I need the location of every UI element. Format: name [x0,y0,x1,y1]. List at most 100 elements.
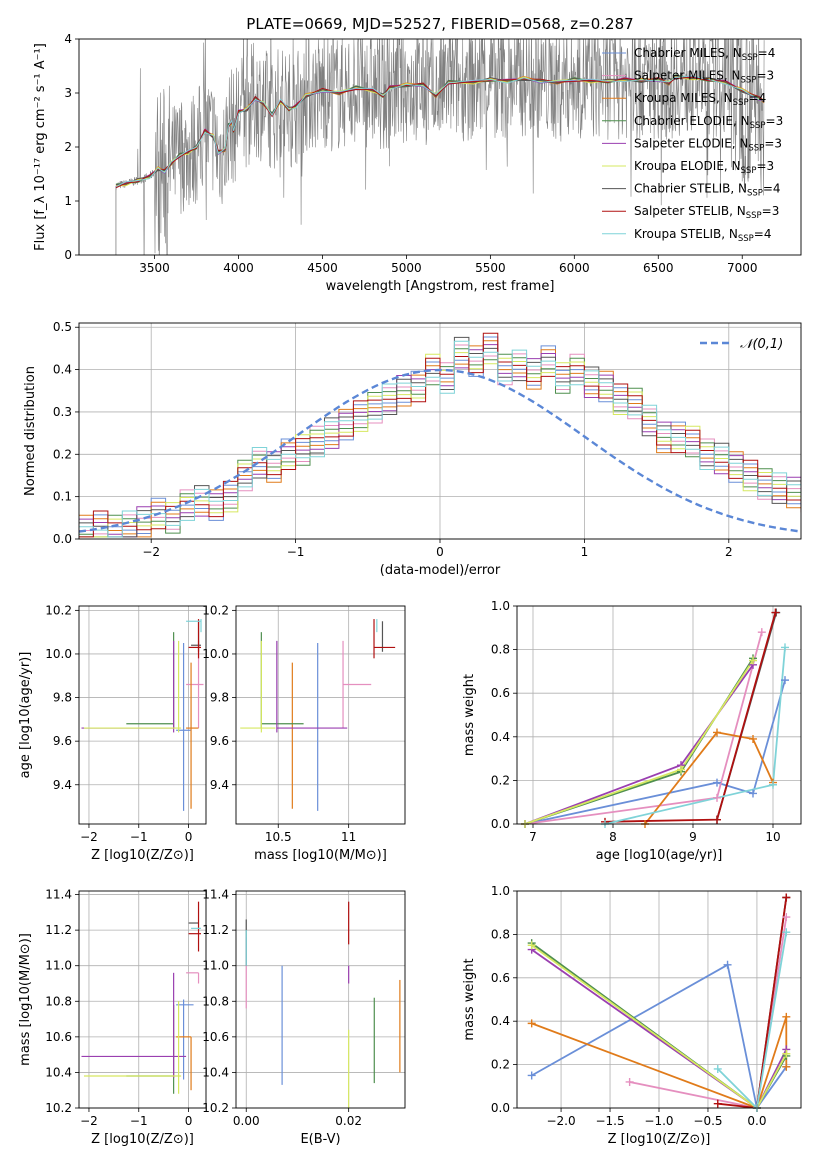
y-tick-label: 0.2 [53,447,72,461]
legend-entry: Kroupa STELIB, NSSP=4 [634,227,772,244]
y-tick-label: 4 [64,32,72,46]
y-axis-label: mass weight [462,674,477,756]
gaussian-curve [79,368,801,533]
plot-area [81,901,202,1094]
weight-marker [723,960,732,969]
figure-title: PLATE=0669, MJD=52527, FIBERID=0568, z=0… [246,15,633,33]
y-tick-label: 0.6 [491,971,510,985]
legend-sub: SSP [741,76,757,86]
x-tick-label: 0.02 [335,1114,362,1128]
y-tick-label: 0.4 [53,363,72,377]
axes-frame [516,605,802,825]
y-tick-label: 10.2 [202,603,229,617]
axes-frame [78,322,802,540]
y-tick-label: 10.6 [45,1030,72,1044]
legend-entry: Salpeter MILES, NSSP=3 [634,69,774,86]
x-axis-label: Z [log10(Z/Z⊙)] [91,1132,194,1147]
y-tick-label: 2 [64,140,72,154]
x-tick-label: 0.00 [233,1114,260,1128]
y-tick-label: 11.2 [45,923,72,937]
weight-marker [749,789,757,798]
weight-marker [782,1062,791,1071]
y-tick-label: 3 [64,86,72,100]
histogram-step [79,340,801,538]
x-axis-label: age [log10(age/yr)] [596,848,723,863]
data-spectrum-line [115,39,765,255]
axes-frame [78,890,207,1109]
weight-marker [713,1064,722,1073]
legend-entry: 𝒩(0,1) [740,337,783,352]
legend-suffix: =3 [762,204,780,218]
weight-marker [713,815,721,824]
weight-series-line [531,948,788,1108]
weight-marker [713,793,721,802]
y-tick-label: 0.0 [53,532,72,546]
x-tick-label: −1 [130,1114,148,1128]
y-tick-label: 0.5 [53,320,72,334]
y-tick-label: 10.8 [202,994,229,1008]
weight-marker [769,780,777,789]
y-tick-label: 9.4 [210,778,229,792]
y-tick-label: 11.4 [45,888,72,902]
y-tick-label: 11.4 [202,888,229,902]
weight-marker [757,628,766,637]
weight-marker [782,913,791,922]
x-tick-label: 11 [341,830,356,844]
x-tick-label: 5000 [391,261,422,275]
plot-area [79,332,801,538]
y-tick-label: 10.4 [202,1065,229,1079]
y-tick-label: 0.4 [491,730,510,744]
x-tick-label: 0.0 [747,1114,766,1128]
x-tick-label: −2.0 [546,1114,575,1128]
axes-frame [78,38,802,256]
plot-area [531,897,788,1108]
x-tick-label: 9 [689,830,697,844]
mass-weight-vs-Z-panel: −2.0 −1.5 −1.0 −0.5 0.0 0.0 0.2 0.4 0.6 0.8 1.0 Z [… [462,884,802,1147]
weight-series-line [629,916,788,1108]
x-tick-label: 3500 [139,261,170,275]
x-tick-label: 0 [185,1114,193,1128]
residuals-panel: −2 −1 0 1 2 0.0 0.1 0.2 0.3 0.4 0.5 (data-model)/er… [23,320,802,578]
y-tick-label: 0.1 [53,490,72,504]
x-tick-label: 7000 [727,261,758,275]
x-tick-label: 7 [529,830,537,844]
y-tick-label: 0.2 [491,1058,510,1072]
axes-frame [78,605,207,825]
x-tick-label: −0.5 [693,1114,722,1128]
weight-marker [527,941,536,950]
y-axis-label: Flux [f_λ 10⁻¹⁷ erg cm⁻² s⁻¹ A⁻¹] [33,43,48,251]
weight-marker [782,1049,791,1058]
y-tick-label: 0.2 [491,773,510,787]
y-tick-label: 0.0 [491,1101,510,1115]
y-tick-label: 10.2 [45,1101,72,1115]
y-tick-label: 10.2 [202,1101,229,1115]
x-tick-label: 0 [436,545,444,559]
plot-area [245,901,401,1108]
weight-marker [527,1071,536,1080]
weight-series-line [717,897,788,1108]
y-tick-label: 10.4 [45,1065,72,1079]
legend-suffix: =4 [749,91,767,105]
weight-marker [749,656,757,665]
x-tick-label: −1.0 [644,1114,673,1128]
axes-frame [516,890,802,1109]
y-tick-label: 0.8 [491,643,510,657]
weight-marker [782,893,791,902]
axes-frame [235,890,406,1109]
plot-area [524,612,786,824]
y-tick-label: 0.6 [491,686,510,700]
weight-marker [713,778,721,787]
legend-entry: Kroupa ELODIE, NSSP=3 [634,159,774,176]
x-tick-label: 6500 [643,261,674,275]
y-tick-label: 0.4 [491,1014,510,1028]
y-tick-label: 1.0 [491,884,510,898]
y-tick-label: 0 [64,248,72,262]
x-axis-label: E(B-V) [300,1132,340,1147]
x-tick-label: −1.5 [595,1114,624,1128]
model-spectrum-line [115,75,765,187]
y-tick-label: 1 [64,194,72,208]
weight-marker [713,1099,722,1108]
x-tick-label: −2 [80,830,98,844]
y-axis-label: age [log10(age/yr)] [18,652,33,779]
